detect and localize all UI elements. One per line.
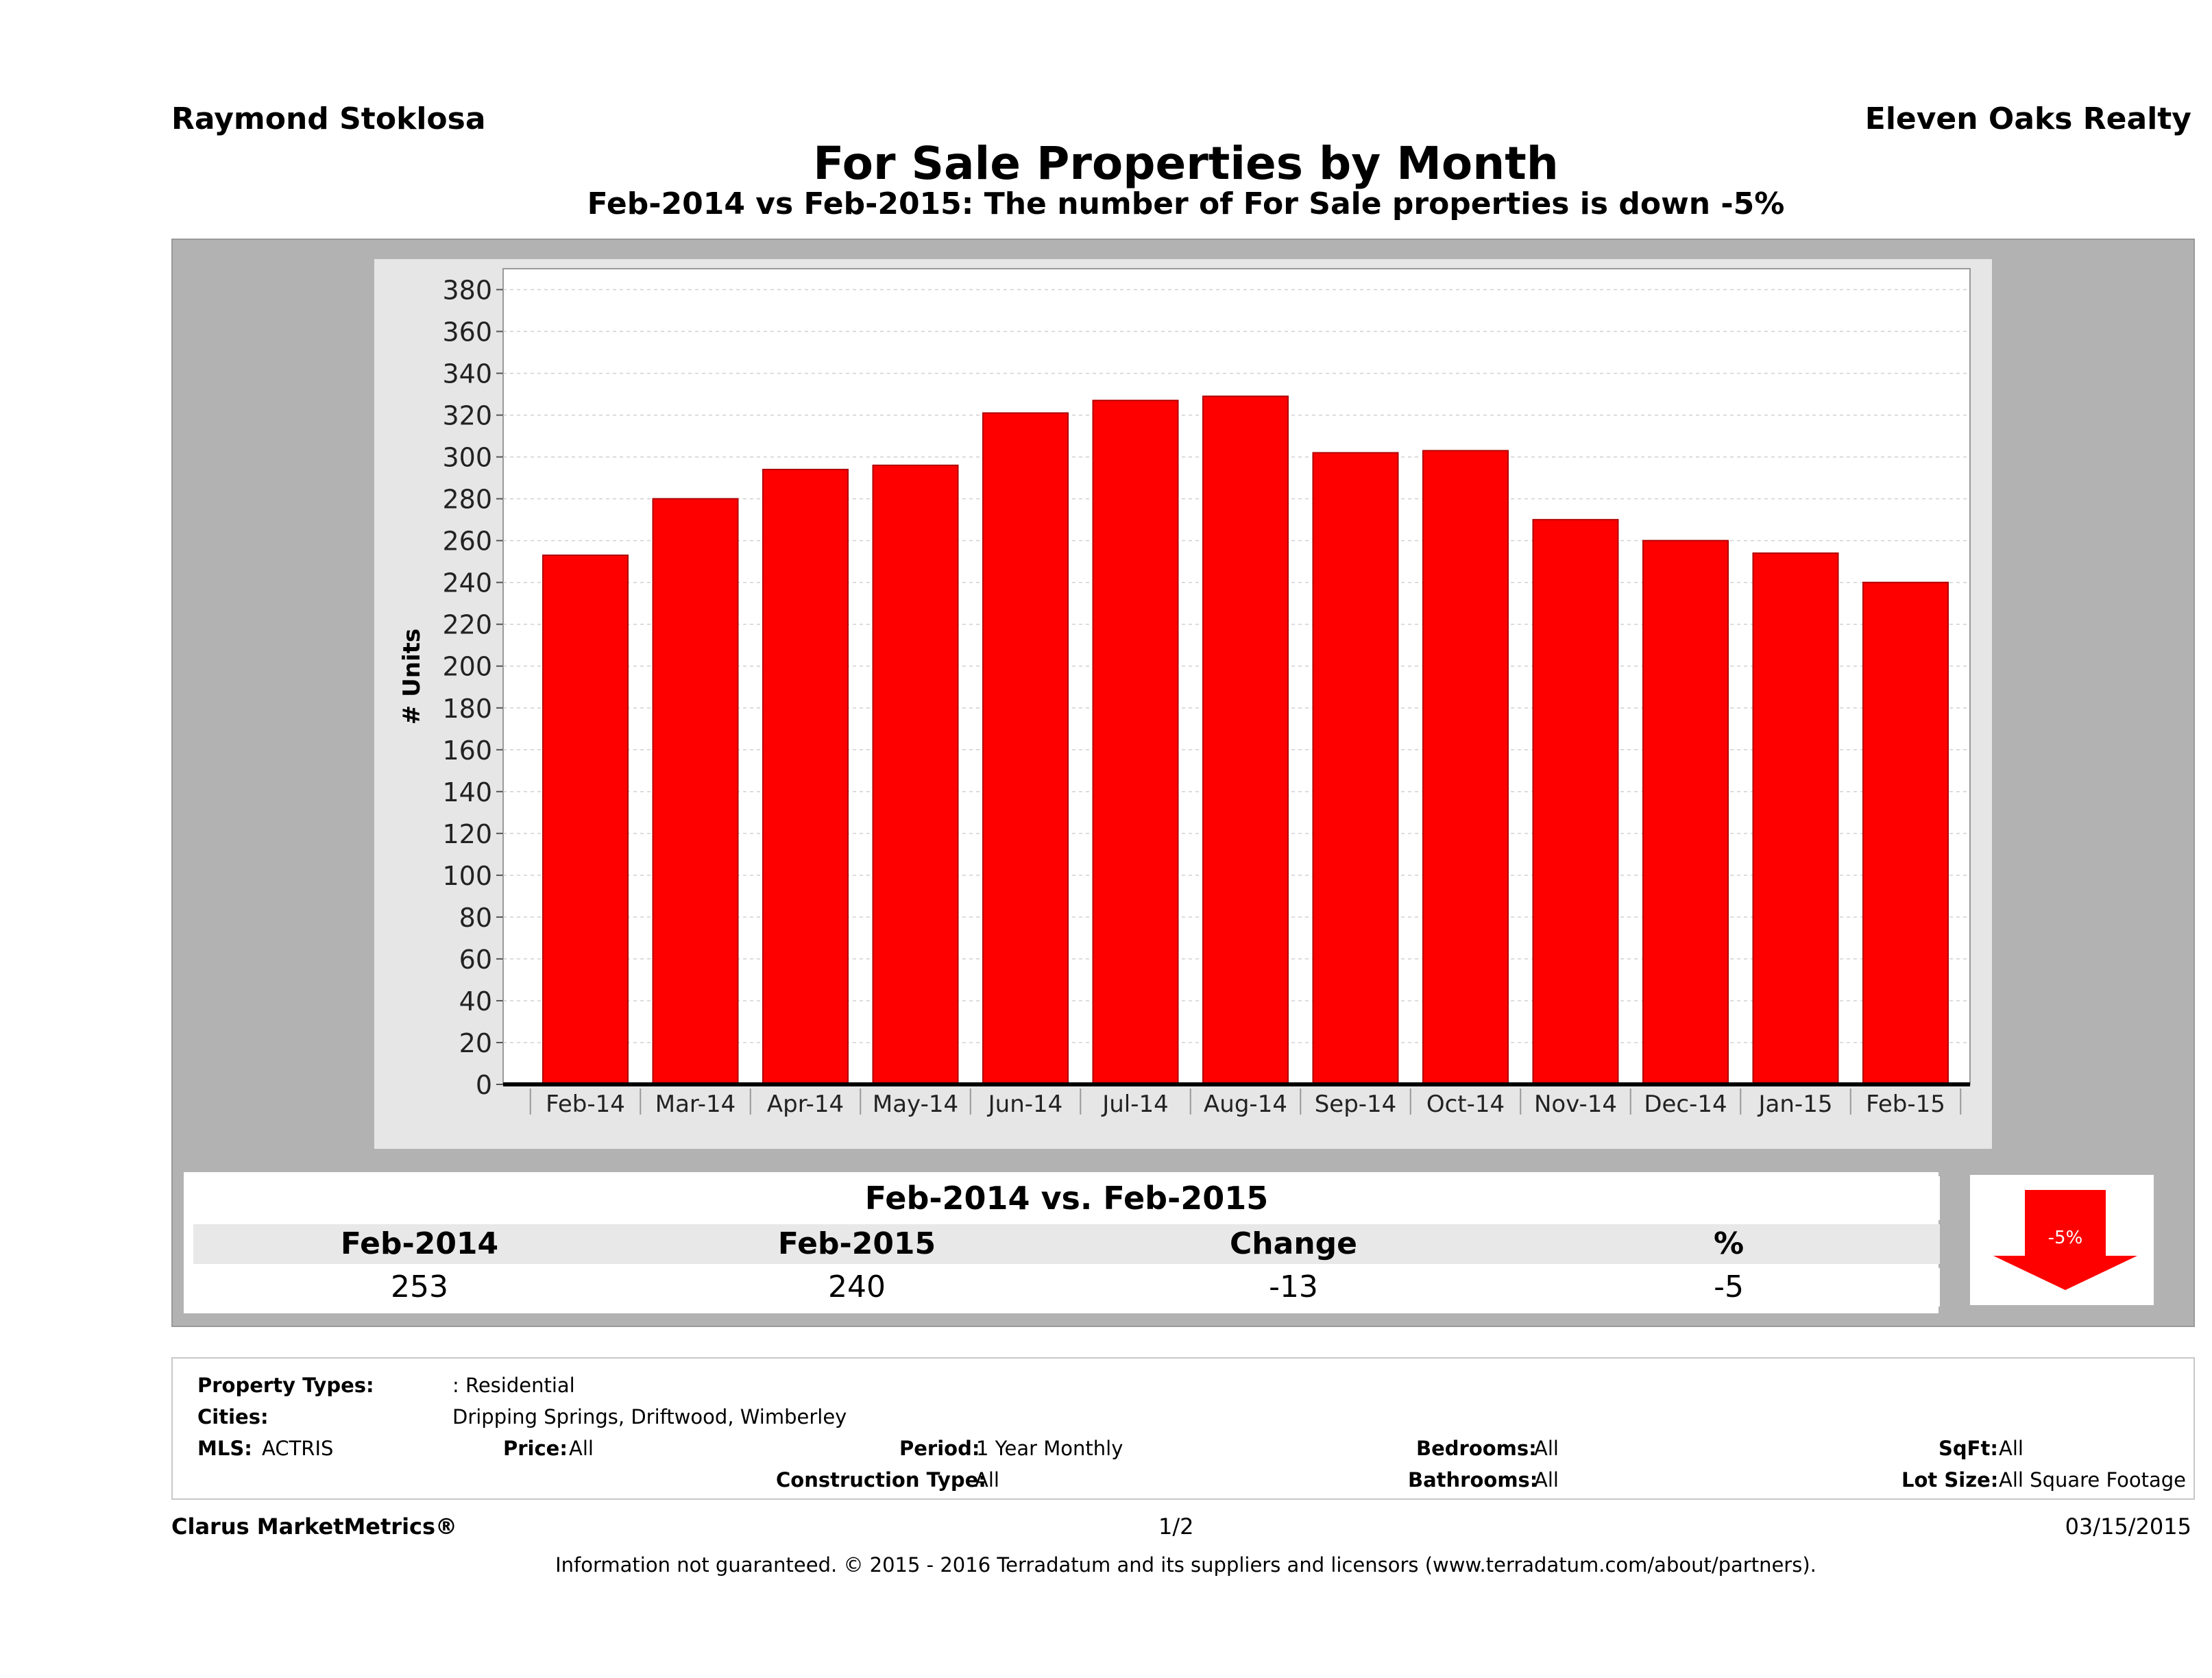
y-tick-label: 40 [459,986,492,1017]
value-percent: -5 [1714,1269,1744,1304]
x-tick-label: Jan-15 [1758,1091,1833,1118]
criteria-box: Property Types: : Residential Cities: Dr… [171,1357,2195,1500]
x-tick-label: Mar-14 [655,1091,736,1118]
y-tick-label: 60 [459,945,492,975]
x-tick-label: Apr-14 [767,1091,844,1118]
lotsize-value: All Square Footage [1999,1468,2187,1492]
y-tick-label: 120 [442,819,492,849]
bar-Feb-14 [542,555,629,1085]
property-types-label: Property Types: [197,1374,374,1397]
bar-May-14 [872,464,959,1086]
chart-title: For Sale Properties by Month [813,137,1559,190]
construction-value: All [975,1468,999,1492]
construction-label: Construction Type: [776,1468,986,1492]
x-tick-label: Feb-15 [1866,1091,1945,1118]
bar-Jul-14 [1092,400,1179,1085]
bar-chart: 0 20 40 60 80 100 120 140 160 180 200 220 240 260 280 3… [398,268,1971,1118]
bar-Jan-15 [1752,552,1839,1085]
y-axis-label: # Units [398,629,426,725]
plot-panel: 0 20 40 60 80 100 120 140 160 180 200 220 240 260 280 3… [374,259,1992,1149]
bar-Apr-14 [762,468,849,1085]
label-period-2: Feb-2015 [777,1226,936,1261]
y-tick-label: 180 [442,694,492,724]
y-tick-label: 100 [442,861,492,891]
comparison-heading: Feb-2014 vs. Feb-2015 [193,1176,1940,1220]
x-tick-label: Feb-14 [546,1091,625,1118]
bar-Feb-15 [1862,581,1949,1085]
bedrooms-label: Bedrooms: [1416,1437,1537,1460]
lotsize-label: Lot Size: [1901,1468,1999,1492]
y-tick-label: 360 [442,317,492,348]
bar-Mar-14 [652,498,739,1085]
comparison-values-row: 253 240 -13 -5 [193,1268,1940,1306]
label-percent: % [1713,1226,1745,1261]
y-tick-label: 140 [442,777,492,807]
bathrooms-value: All [1534,1468,1559,1492]
x-tick-label: Jul-14 [1101,1091,1169,1118]
period-value: 1 Year Monthly [976,1437,1123,1460]
bathrooms-label: Bathrooms: [1408,1468,1538,1492]
comparison-labels-row: Feb-2014 Feb-2015 Change % [193,1224,1940,1264]
value-change: -13 [1269,1269,1318,1304]
y-tick-label: 200 [442,652,492,682]
bar-Jun-14 [982,412,1069,1086]
company-name: Eleven Oaks Realty [1864,101,2191,136]
change-badge: -5% [1970,1175,2154,1305]
y-tick-label: 0 [476,1070,492,1100]
footer-date: 03/15/2015 [2065,1513,2191,1540]
comparison-table: Feb-2014 vs. Feb-2015 Feb-2014 Feb-2015 … [184,1172,1940,1313]
y-tick-label: 20 [459,1028,492,1058]
footer-disclaimer: Information not guaranteed. © 2015 - 201… [555,1553,1816,1577]
bar-Oct-14 [1422,450,1509,1085]
cities-label: Cities: [197,1405,269,1428]
agent-name: Raymond Stoklosa [171,101,486,136]
bar-Aug-14 [1202,396,1289,1085]
x-tick-label: Jun-14 [987,1091,1063,1118]
y-tick-label: 240 [442,568,492,598]
mls-value: ACTRIS [262,1437,334,1460]
label-change: Change [1230,1226,1357,1261]
footer-brand: Clarus MarketMetrics® [171,1513,458,1540]
x-tick-label: Oct-14 [1426,1091,1505,1118]
chart-subtitle: Feb-2014 vs Feb-2015: The number of For … [587,186,1785,221]
y-tick-label: 300 [442,443,492,473]
x-tick-label: Aug-14 [1204,1091,1287,1118]
value-period-2: 240 [828,1269,886,1304]
bar-Dec-14 [1642,539,1729,1085]
cities-value: Dripping Springs, Driftwood, Wimberley [452,1405,847,1428]
property-types-value: : Residential [452,1374,575,1397]
label-period-1: Feb-2014 [340,1226,499,1261]
x-tick-label: Dec-14 [1644,1091,1727,1118]
sqft-label: SqFt: [1938,1437,1998,1460]
value-period-1: 253 [391,1269,448,1304]
down-arrow-shape [1993,1190,2137,1290]
bedrooms-value: All [1534,1437,1559,1460]
y-tick-label: 320 [442,401,492,431]
period-label: Period: [899,1437,980,1460]
bar-Sep-14 [1312,452,1399,1085]
price-label: Price: [503,1437,568,1460]
footer-page: 1/2 [1158,1513,1194,1540]
down-arrow-icon: -5% [1993,1190,2137,1290]
x-tick-label: Sep-14 [1315,1091,1397,1118]
badge-text: -5% [2048,1228,2083,1248]
bar-Nov-14 [1532,519,1619,1085]
y-tick-label: 160 [442,735,492,766]
y-tick-label: 280 [442,485,492,515]
y-tick-label: 220 [442,610,492,640]
price-value: All [569,1437,594,1460]
x-tick-label: May-14 [873,1091,958,1118]
x-tick-label: Nov-14 [1534,1091,1617,1118]
y-tick-label: 260 [442,526,492,557]
y-tick-label: 380 [442,276,492,306]
y-tick-label: 80 [459,903,492,933]
sqft-value: All [1999,1437,2023,1460]
y-tick-label: 340 [442,359,492,389]
mls-label: MLS: [197,1437,252,1460]
